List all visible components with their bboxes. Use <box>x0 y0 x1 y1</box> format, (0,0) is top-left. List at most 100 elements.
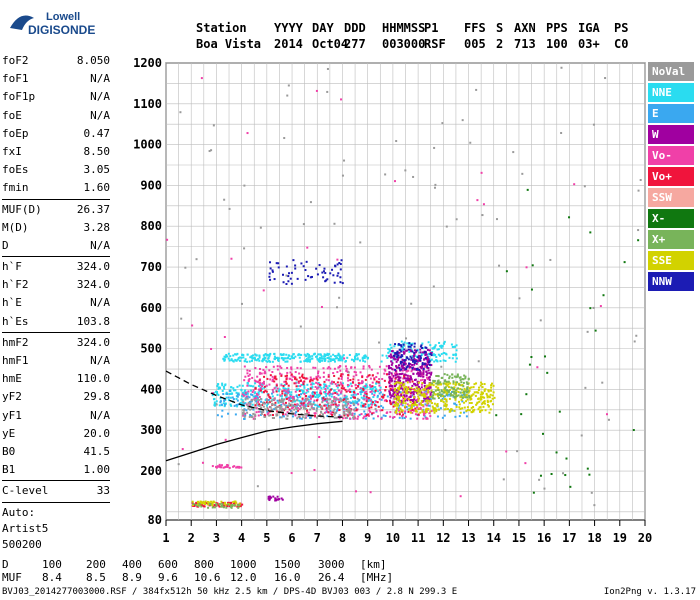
data-point-e <box>345 406 348 409</box>
data-point-vo <box>385 399 388 402</box>
data-point-noval <box>538 478 541 481</box>
data-point-nne <box>271 398 274 401</box>
data-point-nne <box>307 360 310 363</box>
data-point-x <box>432 394 435 397</box>
data-point-nnw <box>315 267 318 270</box>
data-point-vo <box>253 379 256 382</box>
data-point-nne <box>379 386 382 389</box>
data-point-sse <box>480 398 483 401</box>
data-point-x <box>466 386 469 389</box>
data-point-noval <box>256 485 259 488</box>
data-point-nnw <box>425 346 428 349</box>
data-point-noval <box>293 399 296 402</box>
data-point-vo <box>409 394 412 397</box>
data-point-x <box>460 388 463 391</box>
data-point-sse <box>481 386 484 389</box>
data-point-noval <box>347 408 350 411</box>
data-point-nne <box>307 353 310 356</box>
data-point-nne <box>356 400 359 403</box>
data-point-vo <box>328 391 331 394</box>
data-point-sse <box>199 500 202 503</box>
data-point-nnw <box>277 266 280 269</box>
data-point-noval <box>180 317 183 320</box>
data-point-e <box>465 415 468 418</box>
data-point-e <box>296 396 299 399</box>
data-point-w <box>388 379 391 382</box>
data-point-vo <box>220 464 223 467</box>
data-point-nne <box>345 398 348 401</box>
data-point-vo <box>316 382 319 385</box>
data-point-e <box>331 393 334 396</box>
data-point-noval <box>345 416 348 419</box>
data-point-vo <box>312 395 315 398</box>
data-point-vo <box>302 403 305 406</box>
data-point-vo <box>409 399 412 402</box>
data-point-nne <box>433 360 436 363</box>
data-point-w <box>389 376 392 379</box>
data-point-vo <box>268 369 271 372</box>
data-point-noval <box>445 225 448 228</box>
data-point-vo <box>410 388 413 391</box>
data-point-vo <box>298 393 301 396</box>
data-point-vo <box>195 502 198 505</box>
data-point-e <box>365 397 368 400</box>
data-point-nne <box>444 359 447 362</box>
data-point-nne <box>349 382 352 385</box>
data-point-nne <box>455 344 458 347</box>
data-point-w <box>411 400 414 403</box>
data-point-nnw <box>322 276 325 279</box>
data-point-nnw <box>408 362 411 365</box>
param-row: M(D) 3.28 <box>2 219 110 237</box>
data-point-sse <box>191 500 194 503</box>
data-point-nne <box>257 393 260 396</box>
data-point-vo <box>313 468 316 471</box>
data-point-nne <box>311 392 314 395</box>
data-point-nne <box>285 396 288 399</box>
data-point-nne <box>388 348 391 351</box>
data-point-nnw <box>406 357 409 360</box>
data-point-vo <box>343 398 346 401</box>
polarization-legend: NoVal NNE E W Vo- Vo+ SSW X- X+ SSE NNW <box>648 62 694 293</box>
data-point-w <box>430 351 433 354</box>
data-point-nne <box>386 356 389 359</box>
data-point-nne <box>223 355 226 358</box>
data-point-sse <box>475 403 478 406</box>
data-point-vo <box>259 389 262 392</box>
data-point-nne <box>232 389 235 392</box>
data-point-vo <box>323 411 326 414</box>
data-point-vo <box>236 505 239 508</box>
data-point-vo <box>374 404 377 407</box>
param-row: D N/A <box>2 237 110 255</box>
data-point-noval <box>433 186 436 189</box>
data-point-noval <box>502 478 505 481</box>
chart-grid <box>165 62 646 521</box>
data-point-vo <box>287 396 290 399</box>
data-point-x <box>461 396 464 399</box>
data-point-w <box>405 394 408 397</box>
data-point-e <box>267 398 270 401</box>
data-point-nne <box>348 384 351 387</box>
data-point-nnw <box>398 367 401 370</box>
data-point-w <box>403 352 406 355</box>
data-point-w <box>422 351 425 354</box>
data-point-x <box>530 356 533 359</box>
data-point-nne <box>439 354 442 357</box>
data-point-w <box>409 376 412 379</box>
data-point-noval <box>327 407 330 410</box>
data-point-vo <box>316 378 319 381</box>
data-point-nnw <box>421 362 424 365</box>
data-point-noval <box>270 400 273 403</box>
table-cell: 800 <box>194 558 214 571</box>
data-point-nne <box>238 384 241 387</box>
data-point-vo <box>247 374 250 377</box>
data-point-vo <box>349 390 352 393</box>
x-tick-label: 11 <box>411 531 425 545</box>
data-point-e <box>350 401 353 404</box>
data-point-nnw <box>420 344 423 347</box>
data-point-w <box>419 387 422 390</box>
data-point-w <box>408 363 411 366</box>
data-point-x <box>213 506 216 509</box>
data-point-nne <box>241 384 244 387</box>
data-point-sse <box>415 386 418 389</box>
data-point-noval <box>332 410 335 413</box>
